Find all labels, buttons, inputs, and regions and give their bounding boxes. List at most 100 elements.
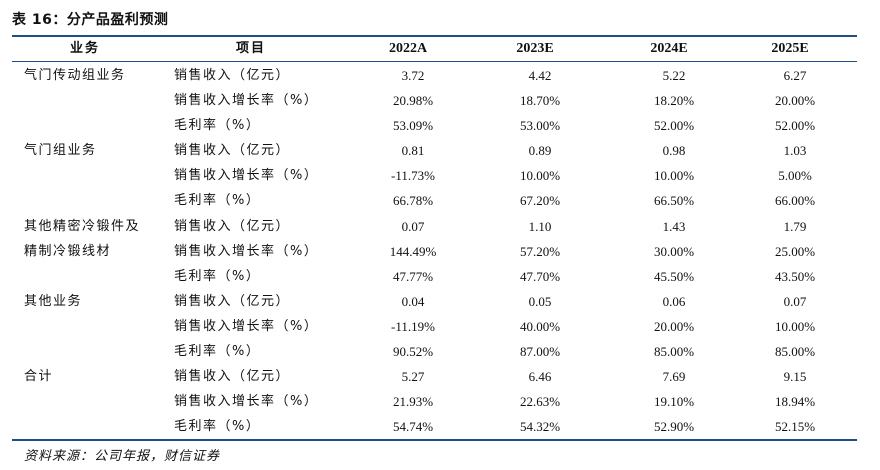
value-2023e: 22.63% xyxy=(519,394,561,410)
value-2023e: 54.32% xyxy=(519,419,561,435)
business-cell: 精制冷锻线材 xyxy=(24,243,112,259)
item-cell: 毛利率（%） xyxy=(174,118,261,134)
value-2024e: 1.43 xyxy=(662,218,686,234)
item-cell: 销售收入（亿元） xyxy=(174,369,291,385)
value-2025e: 20.00% xyxy=(774,93,816,109)
table-row: 毛利率（%） 66.78% 67.20% 66.50% 66.00% xyxy=(0,188,880,213)
item-cell: 销售收入增长率（%） xyxy=(174,318,319,334)
table-row: 其他业务 销售收入（亿元） 0.04 0.05 0.06 0.07 xyxy=(0,289,880,314)
table-row: 毛利率（%） 90.52% 87.00% 85.00% 85.00% xyxy=(0,339,880,364)
value-2025e: 52.15% xyxy=(774,419,816,435)
value-2024e: 45.50% xyxy=(653,268,695,284)
value-2023e: 57.20% xyxy=(519,243,561,259)
value-2024e: 5.22 xyxy=(662,68,686,83)
top-rule xyxy=(12,35,857,37)
value-2024e: 20.00% xyxy=(653,318,695,334)
value-2024e: 30.00% xyxy=(653,243,695,259)
value-2025e: 25.00% xyxy=(774,243,816,259)
table-row: 其他精密冷锻件及 销售收入（亿元） 0.07 1.10 1.43 1.79 xyxy=(0,214,880,239)
value-2022a: 21.93% xyxy=(392,394,434,410)
item-cell: 销售收入增长率（%） xyxy=(174,93,319,109)
value-2023e: 1.10 xyxy=(528,218,552,234)
table-row: 销售收入增长率（%） -11.73% 10.00% 10.00% 5.00% xyxy=(0,163,880,188)
header-rule xyxy=(12,61,857,62)
item-cell: 毛利率（%） xyxy=(174,419,261,435)
item-cell: 毛利率（%） xyxy=(174,193,261,209)
value-2024e: 10.00% xyxy=(653,168,695,184)
value-2022a: 90.52% xyxy=(392,344,434,360)
value-2024e: 0.98 xyxy=(662,143,686,159)
value-2024e: 66.50% xyxy=(653,193,695,209)
table-row: 气门传动组业务 销售收入（亿元） 3.72 4.42 5.22 6.27 xyxy=(0,63,880,88)
value-2023e: 0.89 xyxy=(528,143,552,159)
value-2023e: 47.70% xyxy=(519,268,561,284)
bottom-rule xyxy=(12,439,857,441)
value-2022a: 0.07 xyxy=(401,218,425,234)
table-body: 气门传动组业务 销售收入（亿元） 3.72 4.42 5.22 6.27 销售收… xyxy=(0,63,880,439)
value-2022a: -11.19% xyxy=(391,318,435,334)
value-2024e: 19.10% xyxy=(653,394,695,410)
value-2022a: 144.49% xyxy=(389,243,437,259)
value-2022a: 3.72 xyxy=(401,68,425,83)
value-2022a: 66.78% xyxy=(392,193,434,209)
value-2024e: 52.90% xyxy=(653,419,695,435)
table-row: 毛利率（%） 53.09% 53.00% 52.00% 52.00% xyxy=(0,113,880,138)
value-2023e: 10.00% xyxy=(519,168,561,184)
value-2022a: 0.81 xyxy=(401,143,425,159)
business-cell: 合计 xyxy=(24,369,54,385)
value-2022a: 47.77% xyxy=(392,268,434,284)
header-year-2023e: 2023E xyxy=(516,41,554,56)
table-row: 气门组业务 销售收入（亿元） 0.81 0.89 0.98 1.03 xyxy=(0,138,880,163)
source-note: 资料来源：公司年报，财信证券 xyxy=(24,449,221,464)
header-item: 项目 xyxy=(236,41,267,56)
value-2025e: 1.79 xyxy=(783,218,807,234)
value-2023e: 4.42 xyxy=(528,68,552,83)
header-business: 业务 xyxy=(70,41,101,56)
value-2025e: 18.94% xyxy=(774,394,816,410)
table-row: 毛利率（%） 47.77% 47.70% 45.50% 43.50% xyxy=(0,264,880,289)
value-2023e: 0.05 xyxy=(528,293,552,309)
value-2023e: 6.46 xyxy=(528,369,552,385)
table-row: 毛利率（%） 54.74% 54.32% 52.90% 52.15% xyxy=(0,414,880,439)
value-2023e: 40.00% xyxy=(519,318,561,334)
value-2024e: 18.20% xyxy=(653,93,695,109)
business-cell: 气门组业务 xyxy=(24,143,97,159)
item-cell: 毛利率（%） xyxy=(174,268,261,284)
value-2022a: 54.74% xyxy=(392,419,434,435)
value-2024e: 7.69 xyxy=(662,369,686,385)
table-row: 合计 销售收入（亿元） 5.27 6.46 7.69 9.15 xyxy=(0,364,880,389)
value-2025e: 6.27 xyxy=(783,68,807,83)
table-row: 销售收入增长率（%） -11.19% 40.00% 20.00% 10.00% xyxy=(0,314,880,339)
value-2025e: 66.00% xyxy=(774,193,816,209)
table-row: 精制冷锻线材 销售收入增长率（%） 144.49% 57.20% 30.00% … xyxy=(0,239,880,264)
header-year-2024e: 2024E xyxy=(650,41,688,56)
item-cell: 销售收入（亿元） xyxy=(174,293,291,309)
value-2022a: 0.04 xyxy=(401,293,425,309)
table-row: 销售收入增长率（%） 20.98% 18.70% 18.20% 20.00% xyxy=(0,88,880,113)
value-2023e: 18.70% xyxy=(519,93,561,109)
item-cell: 毛利率（%） xyxy=(174,344,261,360)
value-2022a: 53.09% xyxy=(392,118,434,134)
header-year-2022a: 2022A xyxy=(388,41,428,56)
business-cell: 其他精密冷锻件及 xyxy=(24,218,141,234)
value-2023e: 67.20% xyxy=(519,193,561,209)
item-cell: 销售收入（亿元） xyxy=(174,218,291,234)
value-2025e: 10.00% xyxy=(774,318,816,334)
item-cell: 销售收入（亿元） xyxy=(174,143,291,159)
value-2025e: 9.15 xyxy=(783,369,807,385)
value-2025e: 5.00% xyxy=(778,168,812,184)
value-2023e: 87.00% xyxy=(519,344,561,360)
table-title: 表 16：分产品盈利预测 xyxy=(12,12,169,28)
business-cell: 气门传动组业务 xyxy=(24,68,126,83)
value-2024e: 0.06 xyxy=(662,293,686,309)
business-cell: 其他业务 xyxy=(24,293,83,309)
value-2025e: 52.00% xyxy=(774,118,816,134)
item-cell: 销售收入增长率（%） xyxy=(174,243,319,259)
value-2022a: 20.98% xyxy=(392,93,434,109)
value-2022a: 5.27 xyxy=(401,369,425,385)
value-2025e: 85.00% xyxy=(774,344,816,360)
value-2025e: 1.03 xyxy=(783,143,807,159)
item-cell: 销售收入增长率（%） xyxy=(174,168,319,184)
item-cell: 销售收入增长率（%） xyxy=(174,394,319,410)
value-2022a: -11.73% xyxy=(391,168,435,184)
